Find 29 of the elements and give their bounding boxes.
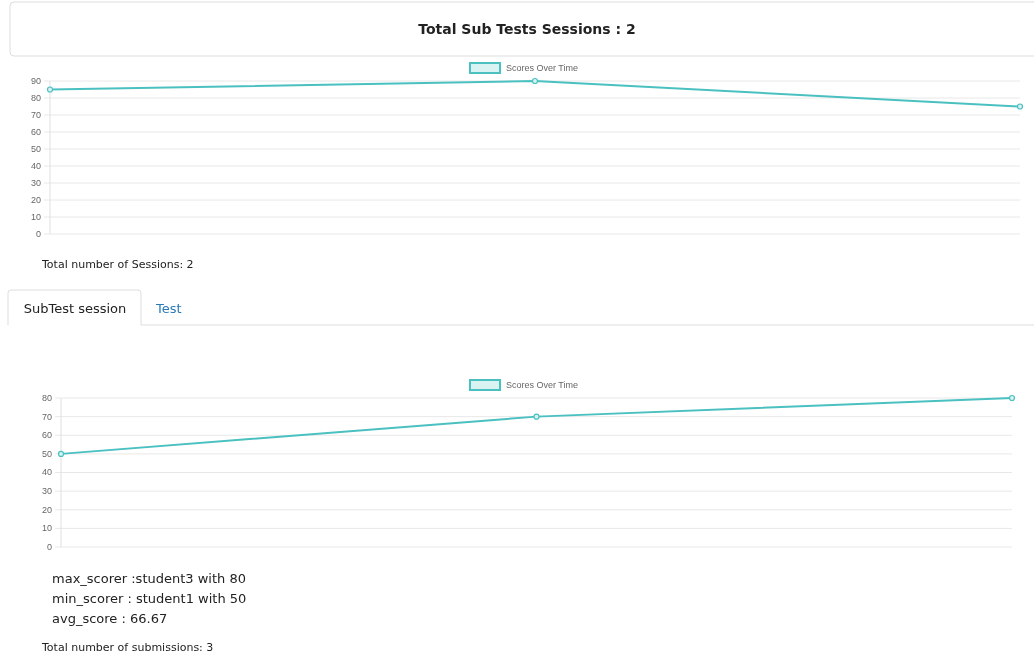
y-tick-label: 50 xyxy=(30,143,41,154)
text: Test xyxy=(155,301,182,316)
text: Total number of submissions: 3 xyxy=(41,641,214,654)
y-tick-label: 40 xyxy=(30,160,41,171)
y-tick-label: 80 xyxy=(41,392,52,403)
y-tick-label: 60 xyxy=(41,430,52,441)
legend-label: Scores Over Time xyxy=(506,62,579,73)
y-tick-label: 30 xyxy=(30,177,41,188)
y-tick-label: 30 xyxy=(41,486,52,497)
legend-label: Scores Over Time xyxy=(506,379,579,390)
y-tick-label: 0 xyxy=(35,228,41,239)
y-tick-label: 20 xyxy=(41,504,52,515)
y-tick-label: 20 xyxy=(30,194,41,205)
text: Total number of Sessions: 2 xyxy=(41,258,194,271)
text: SubTest session xyxy=(23,301,127,316)
y-tick-label: 90 xyxy=(30,75,41,86)
y-tick-label: 70 xyxy=(30,109,41,120)
y-tick-label: 80 xyxy=(30,92,41,103)
text: avg_score : 66.67 xyxy=(52,611,168,626)
chart-title: Total Sub Tests Sessions : 2 xyxy=(418,21,636,37)
y-tick-label: 0 xyxy=(46,541,52,552)
y-tick-label: 50 xyxy=(41,448,52,459)
y-tick-label: 10 xyxy=(41,523,52,534)
y-tick-label: 70 xyxy=(41,411,52,422)
text: min_scorer : student1 with 50 xyxy=(52,591,247,606)
y-tick-label: 10 xyxy=(30,211,41,222)
y-tick-label: 40 xyxy=(41,467,52,478)
y-tick-label: 60 xyxy=(30,126,41,137)
text: max_scorer :student3 with 80 xyxy=(52,571,246,586)
